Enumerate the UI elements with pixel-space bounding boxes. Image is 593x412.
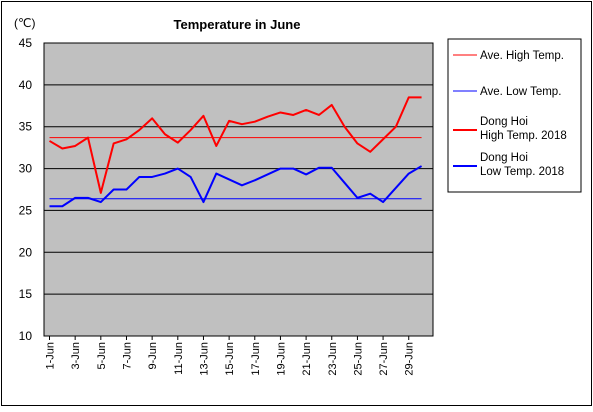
x-tick-label: 15-Jun <box>224 342 236 376</box>
y-tick-label: 20 <box>19 245 33 259</box>
x-tick-label: 19-Jun <box>275 342 287 376</box>
x-tick-label: 11-Jun <box>173 342 185 375</box>
series-line-3 <box>48 96 422 194</box>
x-tick-label: 5-Jun <box>96 342 108 370</box>
legend-label-3: Dong Hoi <box>480 116 528 128</box>
y-tick-label: 40 <box>19 78 33 92</box>
x-tick-label: 27-Jun <box>378 342 390 376</box>
y-tick-label: 10 <box>19 329 33 343</box>
x-tick-label: 9-Jun <box>147 342 159 370</box>
y-axis-unit-label: (℃) <box>14 16 35 30</box>
x-tick-label: 25-Jun <box>352 342 364 376</box>
legend-label-1: Ave. High Temp. <box>480 50 564 62</box>
y-tick-label: 30 <box>19 162 33 176</box>
x-tick-label: 17-Jun <box>250 342 262 376</box>
y-tick-label: 45 <box>19 36 33 50</box>
x-tick-label: 21-Jun <box>301 342 313 376</box>
plot-area <box>43 42 434 337</box>
legend-label-2: Ave. Low Temp. <box>480 86 561 98</box>
series-line-4 <box>49 165 423 208</box>
x-tick-label: 1-Jun <box>45 342 57 370</box>
y-tick-label: 15 <box>19 287 33 301</box>
chart-title: Temperature in June <box>174 17 301 32</box>
legend: Ave. High Temp. Ave. Low Temp. Dong Hoi Hig… <box>453 50 567 178</box>
x-tick-label: 3-Jun <box>70 342 82 370</box>
y-tick-label: 25 <box>19 203 33 217</box>
legend-label-4: Dong Hoi <box>480 152 528 164</box>
series-lines <box>48 96 423 208</box>
y-tick-label: 35 <box>19 120 33 134</box>
x-tick-label: 23-Jun <box>327 342 339 376</box>
x-tick-label: 29-Jun <box>404 342 416 376</box>
x-tick-label: 7-Jun <box>121 342 133 370</box>
x-tick-label: 13-Jun <box>198 342 210 376</box>
legend-label-4: Low Temp. 2018 <box>480 166 564 178</box>
x-tick-labels: 1-Jun 3-Jun 5-Jun 7-Jun 9-Jun 11-Jun 13-Jun 15-… <box>45 336 416 376</box>
legend-label-3: High Temp. 2018 <box>480 130 567 142</box>
y-tick-labels: 10 15 20 25 30 35 40 45 <box>19 36 33 343</box>
grid-lines <box>44 84 433 295</box>
